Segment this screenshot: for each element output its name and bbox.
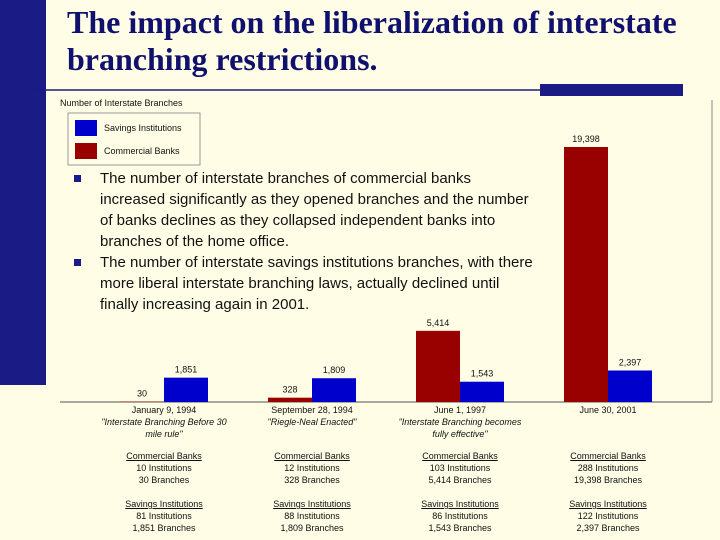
legend-label: Savings Institutions — [104, 123, 182, 133]
value-label: 328 — [282, 385, 297, 395]
detail-text: Savings Institutions — [569, 499, 647, 509]
bar — [312, 378, 356, 402]
bullet: The number of interstate branches of com… — [74, 168, 534, 252]
bar — [564, 147, 608, 402]
detail-text: 1,543 Branches — [428, 523, 492, 533]
bar — [416, 330, 460, 402]
x-tick-label: September 28, 1994 — [271, 405, 353, 415]
x-tick-label: January 9, 1994 — [131, 405, 197, 415]
detail-text: Savings Institutions — [273, 499, 351, 509]
value-label: 1,543 — [471, 369, 494, 379]
detail-text: Commercial Banks — [422, 451, 498, 461]
detail-text: 5,414 Branches — [428, 475, 492, 485]
left-band — [0, 0, 46, 385]
bullet-text: The number of interstate savings institu… — [100, 254, 533, 313]
bar — [164, 377, 208, 402]
detail-text: 86 Institutions — [432, 511, 488, 521]
detail-text: 19,398 Branches — [573, 475, 643, 485]
chart-title: Number of Interstate Branches — [60, 98, 183, 108]
detail-text: Commercial Banks — [570, 451, 646, 461]
value-label: 1,809 — [323, 365, 346, 375]
category-note: "Interstate Branching becomes fully effe… — [398, 417, 522, 439]
value-label: 2,397 — [619, 357, 642, 367]
detail-text: 1,809 Branches — [280, 523, 344, 533]
value-label: 30 — [137, 389, 147, 399]
detail-text: 288 Institutions — [577, 463, 639, 473]
detail-text: 30 Branches — [138, 475, 190, 485]
detail-text: 81 Institutions — [136, 511, 192, 521]
legend-label: Commercial Banks — [104, 146, 180, 156]
detail-text: 10 Institutions — [136, 463, 192, 473]
bar — [608, 370, 652, 402]
detail-text: 328 Branches — [284, 475, 340, 485]
bullet: The number of interstate savings institu… — [74, 252, 534, 315]
legend-box — [67, 112, 201, 166]
title-rule-box — [540, 84, 683, 96]
bullet-marker — [74, 259, 81, 266]
detail-text: 1,851 Branches — [132, 523, 196, 533]
bullet-text: The number of interstate branches of com… — [100, 170, 529, 250]
bullet-list: The number of interstate branches of com… — [74, 168, 534, 315]
detail-text: Savings Institutions — [421, 499, 499, 509]
bar — [268, 397, 312, 402]
detail-text: 103 Institutions — [429, 463, 491, 473]
legend-swatch — [75, 143, 97, 159]
detail-text: 88 Institutions — [284, 511, 340, 521]
value-label: 19,398 — [572, 134, 600, 144]
x-tick-label: June 30, 2001 — [579, 405, 637, 415]
detail-text: 2,397 Branches — [576, 523, 640, 533]
bullet-marker — [74, 175, 81, 182]
value-label: 1,851 — [175, 365, 198, 375]
detail-text: 122 Institutions — [577, 511, 639, 521]
detail-text: Savings Institutions — [125, 499, 203, 509]
slide-title: The impact on the liberalization of inte… — [67, 4, 677, 77]
detail-text: Commercial Banks — [126, 451, 202, 461]
value-label: 5,414 — [427, 318, 450, 328]
x-tick-label: June 1, 1997 — [433, 405, 487, 415]
category-note: "Interstate Branching Before 30 mile rul… — [101, 417, 227, 439]
legend-swatch — [75, 120, 97, 136]
bar — [460, 381, 504, 402]
detail-text: 12 Institutions — [284, 463, 340, 473]
category-note: "Riegle-Neal Enacted" — [267, 417, 357, 427]
detail-text: Commercial Banks — [274, 451, 350, 461]
